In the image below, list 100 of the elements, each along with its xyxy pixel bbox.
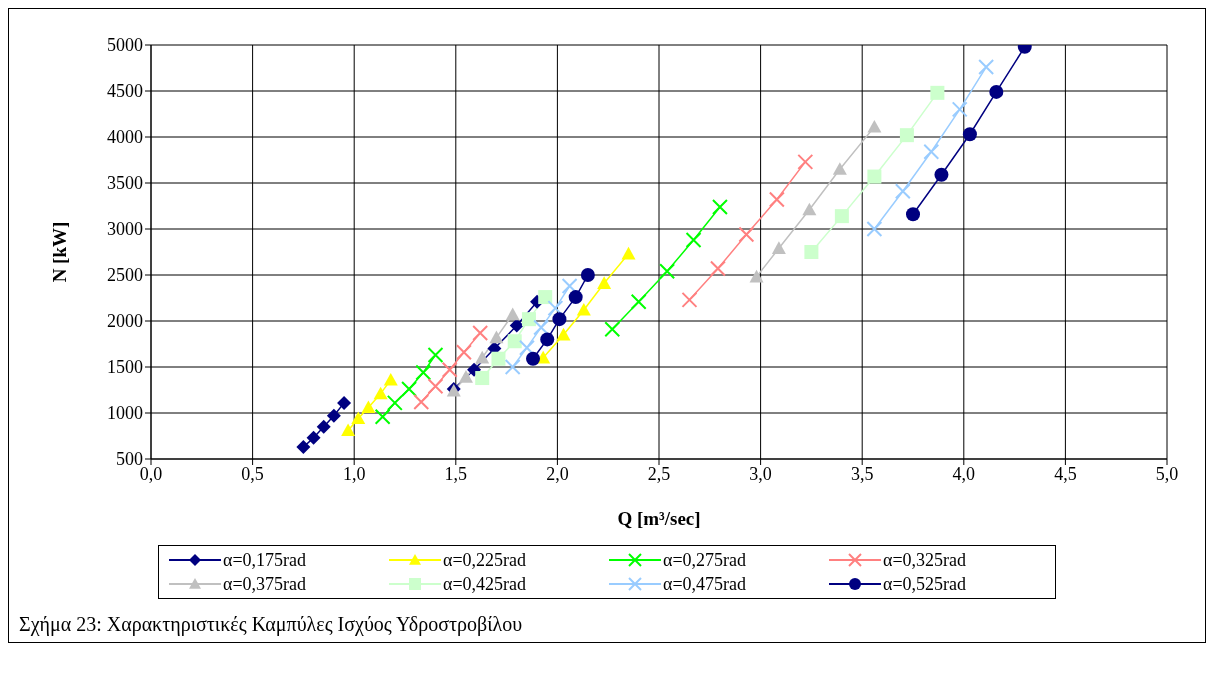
point [604, 321, 621, 338]
x-tick-label: 1,5 [444, 463, 468, 484]
point [989, 84, 1004, 99]
point [804, 245, 819, 259]
point [685, 232, 702, 249]
point [962, 127, 977, 142]
point [538, 290, 553, 305]
x-tick-label: 0,5 [241, 463, 264, 484]
legend-label: α=0,325rad [883, 549, 967, 571]
point [978, 59, 995, 76]
point [441, 361, 458, 378]
legend-label: α=0,225rad [443, 549, 527, 571]
point [834, 209, 849, 224]
point [711, 198, 728, 215]
point [709, 260, 726, 277]
point [738, 226, 755, 243]
point [505, 307, 520, 321]
x-tick-label: 4,5 [1054, 463, 1077, 484]
point [894, 183, 911, 200]
point [296, 440, 311, 455]
x-axis-title: Q [m³/sec] [617, 508, 701, 529]
legend-label: α=0,175rad [223, 549, 307, 571]
point [415, 364, 432, 381]
point [681, 291, 698, 308]
point [518, 339, 535, 356]
point [507, 334, 522, 349]
point [326, 408, 341, 423]
point [472, 324, 489, 341]
y-tick-label: 2500 [107, 265, 143, 286]
point [576, 302, 591, 316]
point [337, 395, 352, 410]
x-tick-label: 2,5 [647, 463, 671, 484]
legend-label: α=0,425rad [443, 573, 527, 595]
point [749, 269, 764, 283]
point [802, 202, 817, 216]
point [526, 351, 541, 366]
point [383, 372, 398, 386]
point [374, 408, 391, 425]
y-tick-label: 4000 [107, 127, 143, 148]
x-tick-label: 3,0 [749, 463, 772, 484]
point [489, 330, 504, 344]
legend-label: α=0,375rad [223, 573, 307, 595]
text: Σχήμα 23: Χαρακτηριστικές Καμπύλες Ισχύος Υδροστροβίλου [18, 612, 524, 638]
point [401, 381, 418, 398]
point [316, 419, 331, 434]
point [455, 344, 472, 361]
point [899, 128, 914, 143]
y-tick-label: 3000 [107, 219, 143, 240]
point [521, 312, 536, 327]
point [568, 290, 583, 305]
point [509, 318, 524, 333]
point [458, 370, 473, 383]
point [630, 293, 647, 310]
point [556, 327, 571, 341]
point [475, 350, 490, 364]
point [580, 268, 595, 282]
point [561, 278, 578, 295]
point [621, 246, 636, 260]
point [771, 241, 786, 254]
point [341, 423, 356, 437]
point [540, 332, 555, 347]
point [797, 153, 814, 170]
y-tick-label: 5000 [107, 35, 143, 56]
point [659, 263, 676, 280]
y-tick-label: 4500 [107, 81, 143, 102]
y-tick-label: 2000 [107, 311, 143, 332]
legend-label: α=0,525rad [883, 573, 967, 595]
point [866, 221, 883, 237]
point [867, 169, 882, 184]
point [547, 300, 564, 317]
point [504, 359, 521, 375]
x-tick-label: 1,0 [342, 463, 366, 484]
y-axis-title: N [kW] [48, 221, 70, 283]
point [306, 430, 321, 445]
point [934, 167, 949, 182]
point [832, 162, 847, 175]
point [427, 378, 444, 395]
point [867, 119, 882, 133]
y-tick-label: 3500 [107, 173, 143, 194]
point [906, 207, 920, 222]
y-tick-label: 1000 [107, 403, 143, 424]
point [413, 393, 430, 410]
point [533, 319, 550, 336]
x-tick-label: 2,0 [546, 463, 569, 484]
y-tick-label: 1500 [107, 357, 143, 378]
point [597, 276, 612, 289]
point [923, 143, 940, 160]
point [386, 394, 403, 411]
point [768, 191, 785, 208]
point [491, 351, 506, 366]
point [361, 400, 376, 414]
legend-label: α=0,275rad [663, 549, 747, 571]
point [951, 101, 968, 118]
point [351, 411, 366, 425]
point [552, 312, 567, 327]
x-tick-label: 5,0 [1155, 463, 1179, 484]
point [475, 371, 490, 386]
legend-label: α=0,475rad [663, 573, 747, 595]
point [373, 386, 388, 400]
point [427, 347, 444, 364]
